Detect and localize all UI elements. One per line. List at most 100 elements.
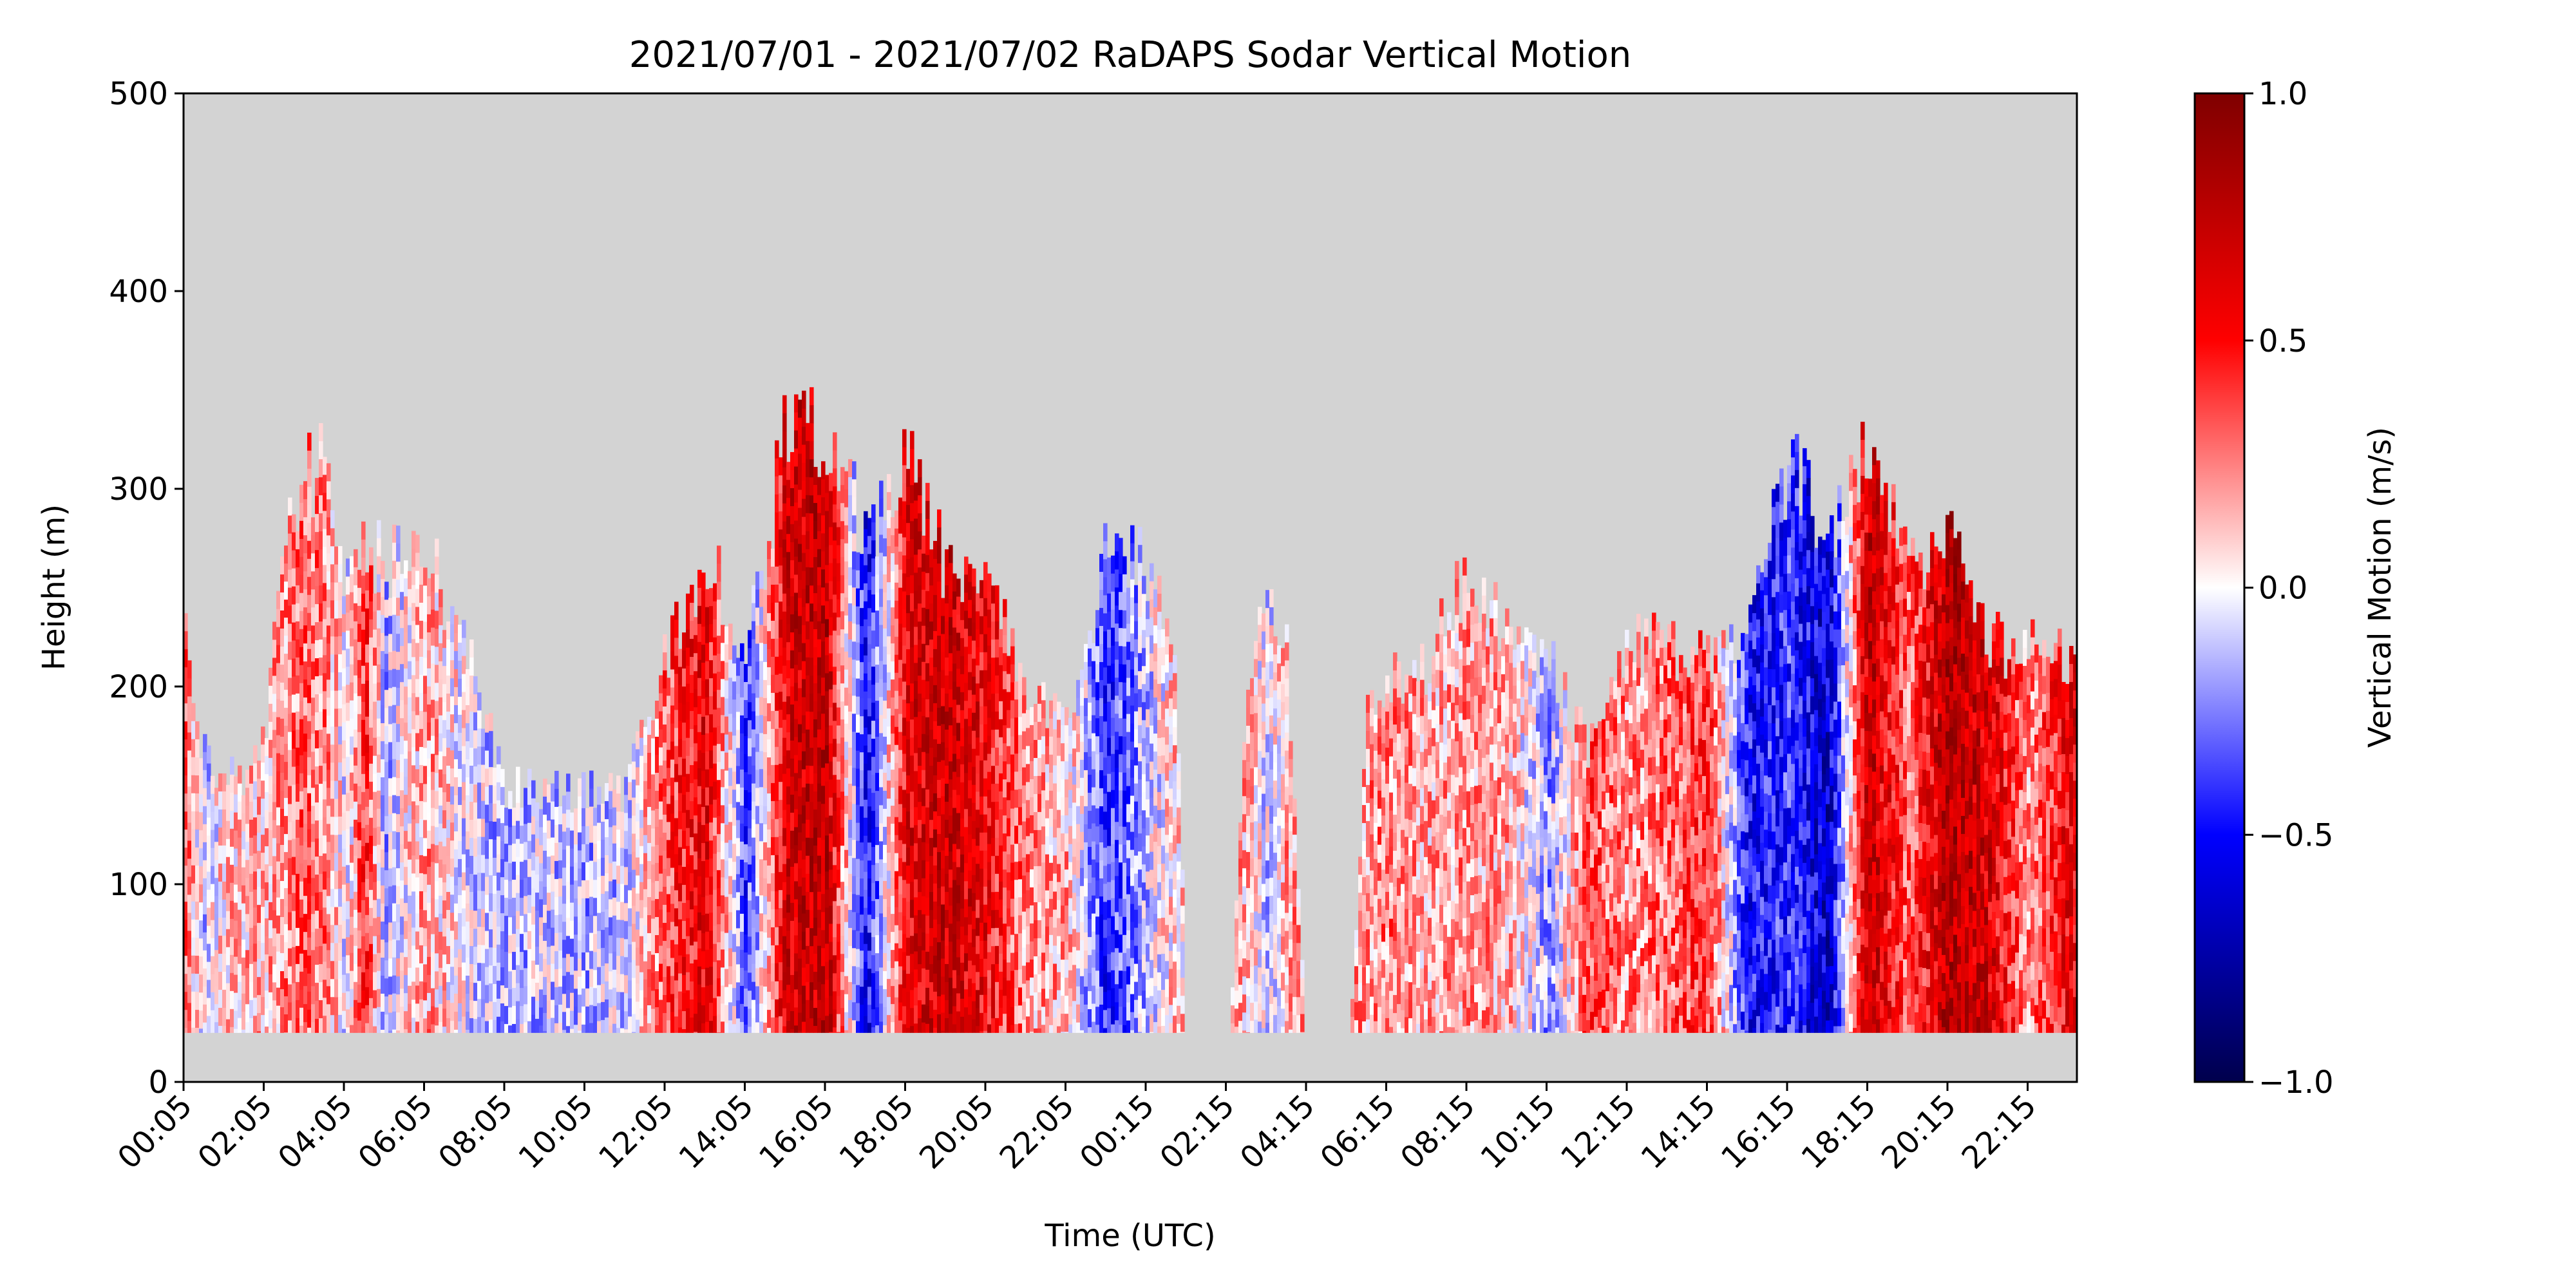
heatmap-cell bbox=[396, 544, 401, 562]
heatmap-cell bbox=[813, 647, 818, 666]
heatmap-cell bbox=[941, 832, 945, 851]
heatmap-cell bbox=[918, 639, 922, 658]
heatmap-cell bbox=[879, 498, 884, 517]
heatmap-cell bbox=[238, 765, 242, 784]
heatmap-cell bbox=[871, 919, 876, 938]
heatmap-cell bbox=[554, 842, 559, 862]
heatmap-cell bbox=[945, 873, 949, 893]
heatmap-cell bbox=[442, 666, 447, 685]
heatmap-cell bbox=[1003, 599, 1007, 618]
heatmap-cell bbox=[848, 459, 853, 478]
heatmap-cell bbox=[678, 793, 683, 812]
heatmap-cell bbox=[740, 787, 744, 806]
heatmap-cell bbox=[829, 1032, 833, 1033]
heatmap-cell bbox=[906, 866, 911, 884]
heatmap-cell bbox=[918, 892, 922, 911]
heatmap-cell bbox=[755, 589, 760, 609]
heatmap-cell bbox=[539, 1007, 544, 1027]
heatmap-cell bbox=[327, 715, 331, 734]
heatmap-cell bbox=[755, 770, 760, 789]
heatmap-cell bbox=[384, 690, 389, 708]
heatmap-cell bbox=[848, 819, 853, 838]
heatmap-cell bbox=[755, 842, 760, 861]
heatmap-cell bbox=[377, 646, 381, 665]
heatmap-cell bbox=[284, 636, 289, 654]
heatmap-cell bbox=[570, 848, 574, 867]
heatmap-cell bbox=[724, 662, 729, 681]
heatmap-cell bbox=[852, 569, 857, 588]
heatmap-cell bbox=[871, 757, 876, 775]
heatmap-cell bbox=[404, 1029, 408, 1033]
heatmap-cell bbox=[396, 958, 401, 977]
heatmap-cell bbox=[860, 1023, 864, 1033]
heatmap-cell bbox=[257, 869, 261, 887]
heatmap-cell bbox=[327, 517, 331, 536]
heatmap-cell bbox=[933, 991, 938, 1010]
heatmap-cell bbox=[319, 567, 323, 586]
heatmap-cell bbox=[218, 917, 223, 936]
heatmap-cell bbox=[918, 549, 922, 568]
heatmap-cell bbox=[454, 759, 459, 778]
heatmap-cell bbox=[327, 535, 331, 554]
heatmap-cell bbox=[999, 719, 1003, 738]
heatmap-cell bbox=[748, 810, 752, 829]
heatmap-cell bbox=[767, 920, 772, 938]
heatmap-cell bbox=[508, 1007, 513, 1026]
heatmap-cell bbox=[272, 820, 277, 839]
heatmap-cell bbox=[338, 690, 343, 709]
heatmap-cell bbox=[983, 634, 988, 653]
heatmap-cell bbox=[207, 943, 211, 963]
heatmap-cell bbox=[806, 873, 810, 893]
heatmap-cell bbox=[840, 539, 845, 558]
heatmap-cell bbox=[288, 966, 292, 985]
heatmap-cell bbox=[292, 676, 296, 696]
heatmap-cell bbox=[489, 965, 493, 984]
heatmap-cell bbox=[315, 658, 319, 677]
heatmap-cell bbox=[408, 913, 412, 933]
heatmap-cell bbox=[412, 855, 416, 874]
heatmap-cell bbox=[925, 951, 930, 971]
heatmap-cell bbox=[709, 1021, 714, 1033]
heatmap-cell bbox=[327, 914, 331, 933]
heatmap-cell bbox=[659, 981, 663, 1001]
heatmap-cell bbox=[350, 646, 354, 665]
heatmap-cell bbox=[987, 898, 992, 917]
heatmap-cell bbox=[860, 824, 864, 843]
heatmap-cell bbox=[249, 837, 254, 857]
heatmap-cell bbox=[211, 829, 215, 849]
heatmap-cell bbox=[732, 699, 737, 718]
heatmap-cell bbox=[620, 920, 625, 939]
heatmap-cell bbox=[767, 938, 772, 956]
heatmap-cell bbox=[508, 989, 513, 1008]
heatmap-cell bbox=[342, 722, 346, 741]
heatmap-cell bbox=[829, 635, 833, 654]
heatmap-cell bbox=[431, 880, 435, 899]
heatmap-cell bbox=[898, 497, 903, 516]
heatmap-cell bbox=[682, 921, 687, 940]
heatmap-cell bbox=[817, 765, 822, 784]
heatmap-cell bbox=[906, 1028, 911, 1033]
heatmap-cell bbox=[458, 985, 462, 1004]
heatmap-cell bbox=[516, 1019, 520, 1033]
heatmap-cell bbox=[253, 763, 258, 782]
heatmap-cell bbox=[469, 1000, 474, 1019]
heatmap-cell bbox=[867, 987, 872, 1005]
heatmap-cell bbox=[763, 824, 768, 843]
heatmap-cell bbox=[987, 1024, 992, 1033]
heatmap-cell bbox=[767, 1010, 772, 1028]
heatmap-cell bbox=[284, 708, 289, 726]
heatmap-cell bbox=[748, 936, 752, 955]
heatmap-cell bbox=[508, 809, 513, 828]
heatmap-cell bbox=[307, 739, 312, 758]
heatmap-cell bbox=[991, 964, 996, 983]
heatmap-cell bbox=[257, 995, 261, 1014]
heatmap-cell bbox=[319, 549, 323, 568]
heatmap-cell bbox=[187, 1003, 192, 1022]
heatmap-cell bbox=[752, 999, 756, 1019]
heatmap-cell bbox=[303, 950, 308, 969]
heatmap-cell bbox=[639, 918, 644, 937]
heatmap-cell bbox=[817, 1018, 822, 1033]
heatmap-cell bbox=[373, 701, 377, 721]
heatmap-cell bbox=[388, 904, 393, 923]
heatmap-cell bbox=[412, 603, 416, 621]
